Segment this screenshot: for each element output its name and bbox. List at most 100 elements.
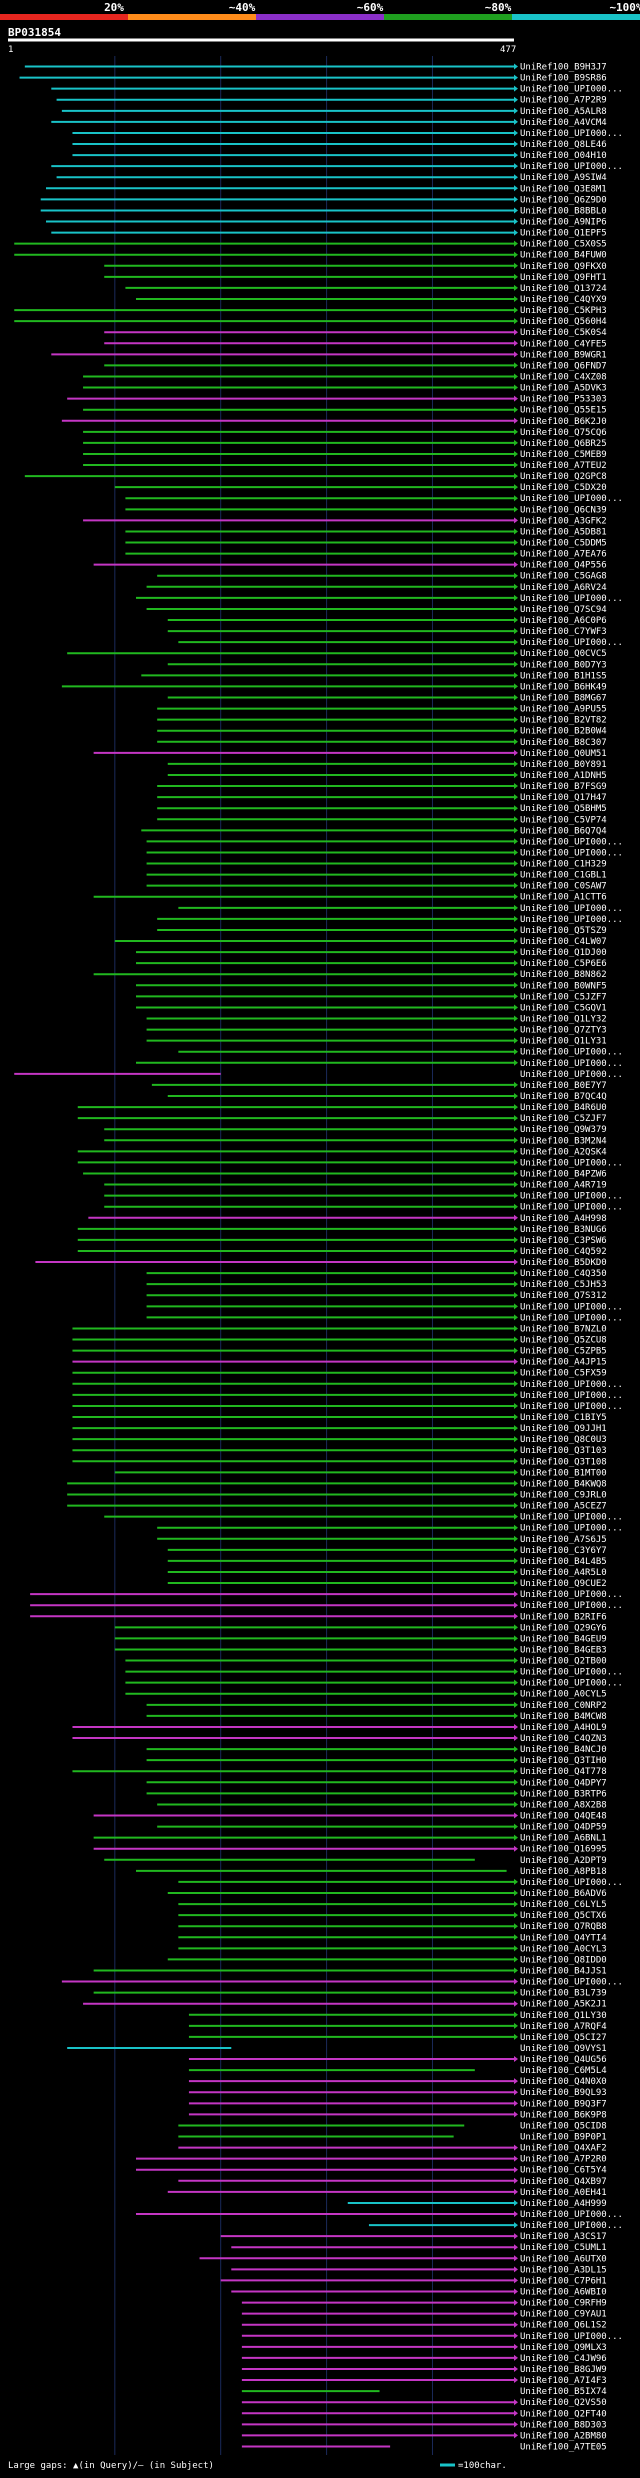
- hit-label[interactable]: UniRef100_C5ZPB5: [520, 1347, 607, 1357]
- hit-label[interactable]: UniRef100_A6UTX0: [520, 2254, 607, 2264]
- hit-label[interactable]: UniRef100_B8N862: [520, 970, 607, 980]
- hit-label[interactable]: UniRef100_B1MT00: [520, 1468, 607, 1478]
- hit-label[interactable]: UniRef100_C4Q592: [520, 1247, 607, 1257]
- hit-label[interactable]: UniRef100_UPI000...: [520, 1313, 623, 1323]
- hit-label[interactable]: UniRef100_A9NIP6: [520, 218, 607, 228]
- hit-label[interactable]: UniRef100_Q1LY30: [520, 2011, 607, 2021]
- hit-label[interactable]: UniRef100_UPI000...: [520, 85, 623, 95]
- hit-label[interactable]: UniRef100_Q4XB97: [520, 2177, 607, 2187]
- hit-label[interactable]: UniRef100_B1H1S5: [520, 671, 607, 681]
- hit-label[interactable]: UniRef100_Q9VYS1: [520, 2044, 607, 2054]
- hit-label[interactable]: UniRef100_B4KWQ8: [520, 1479, 607, 1489]
- hit-label[interactable]: UniRef100_B8D303: [520, 2420, 607, 2430]
- hit-label[interactable]: UniRef100_B9SR86: [520, 74, 607, 84]
- hit-label[interactable]: UniRef100_A4R5L0: [520, 1568, 607, 1578]
- hit-label[interactable]: UniRef100_B5IX74: [520, 2387, 607, 2397]
- hit-label[interactable]: UniRef100_UPI000...: [520, 904, 623, 914]
- hit-label[interactable]: UniRef100_A3GFK2: [520, 516, 607, 526]
- hit-label[interactable]: UniRef100_B6K9P8: [520, 2110, 607, 2120]
- hit-label[interactable]: UniRef100_Q55E15: [520, 406, 607, 416]
- hit-label[interactable]: UniRef100_C5UML1: [520, 2243, 607, 2253]
- hit-label[interactable]: UniRef100_B0D7Y3: [520, 660, 607, 670]
- hit-label[interactable]: UniRef100_B0E7Y7: [520, 1081, 607, 1091]
- hit-label[interactable]: UniRef100_B8MG67: [520, 693, 607, 703]
- hit-label[interactable]: UniRef100_A5DVK3: [520, 384, 607, 394]
- hit-label[interactable]: UniRef100_B8GJW9: [520, 2365, 607, 2375]
- hit-label[interactable]: UniRef100_C5VP74: [520, 815, 607, 825]
- hit-label[interactable]: UniRef100_UPI000...: [520, 1380, 623, 1390]
- hit-label[interactable]: UniRef100_C6T5Y4: [520, 2166, 607, 2176]
- hit-label[interactable]: UniRef100_UPI000...: [520, 915, 623, 925]
- hit-label[interactable]: UniRef100_C6LYL5: [520, 1900, 607, 1910]
- hit-label[interactable]: UniRef100_UPI000...: [520, 1590, 623, 1600]
- hit-label[interactable]: UniRef100_B7QC4Q: [520, 1092, 607, 1102]
- hit-label[interactable]: UniRef100_A4VCM4: [520, 118, 607, 128]
- hit-label[interactable]: UniRef100_UPI000...: [520, 1978, 623, 1988]
- hit-label[interactable]: UniRef100_B8C307: [520, 738, 607, 748]
- hit-label[interactable]: UniRef100_B6HK49: [520, 682, 607, 692]
- hit-label[interactable]: UniRef100_UPI000...: [520, 638, 623, 648]
- hit-label[interactable]: UniRef100_Q2GPC8: [520, 472, 607, 482]
- hit-label[interactable]: UniRef100_C6M5L4: [520, 2066, 607, 2076]
- hit-label[interactable]: UniRef100_Q6BR25: [520, 439, 607, 449]
- hit-label[interactable]: UniRef100_B4MCW8: [520, 1712, 607, 1722]
- hit-label[interactable]: UniRef100_Q2TB00: [520, 1657, 607, 1667]
- hit-label[interactable]: UniRef100_A6BNL1: [520, 1834, 607, 1844]
- hit-label[interactable]: UniRef100_C5DDM5: [520, 539, 607, 549]
- hit-label[interactable]: UniRef100_A5K2J1: [520, 2000, 607, 2010]
- hit-label[interactable]: UniRef100_B3M2N4: [520, 1136, 607, 1146]
- hit-label[interactable]: UniRef100_UPI000...: [520, 2221, 623, 2231]
- hit-label[interactable]: UniRef100_B4JJS1: [520, 1966, 607, 1976]
- hit-label[interactable]: UniRef100_A0CYL5: [520, 1690, 607, 1700]
- hit-label[interactable]: UniRef100_C5DX20: [520, 483, 607, 493]
- hit-label[interactable]: UniRef100_B9QL93: [520, 2088, 607, 2098]
- hit-label[interactable]: UniRef100_B4GEU9: [520, 1634, 607, 1644]
- hit-label[interactable]: UniRef100_Q3E8M1: [520, 184, 607, 194]
- hit-label[interactable]: UniRef100_Q4YTI4: [520, 1933, 607, 1943]
- hit-label[interactable]: UniRef100_Q9CUE2: [520, 1579, 607, 1589]
- hit-label[interactable]: UniRef100_C4XZ08: [520, 372, 607, 382]
- hit-label[interactable]: UniRef100_C0NRP2: [520, 1701, 607, 1711]
- hit-label[interactable]: UniRef100_A5CEZ7: [520, 1502, 607, 1512]
- hit-label[interactable]: UniRef100_A1DNH5: [520, 771, 607, 781]
- hit-label[interactable]: UniRef100_C7YWF3: [520, 627, 607, 637]
- hit-label[interactable]: UniRef100_UPI000...: [520, 1391, 623, 1401]
- hit-label[interactable]: UniRef100_A3DL15: [520, 2265, 607, 2275]
- hit-label[interactable]: UniRef100_B4PZW6: [520, 1169, 607, 1179]
- hit-label[interactable]: UniRef100_Q4N0X0: [520, 2077, 607, 2087]
- hit-label[interactable]: UniRef100_Q9FKX0: [520, 262, 607, 272]
- hit-label[interactable]: UniRef100_B2RIF6: [520, 1612, 607, 1622]
- hit-label[interactable]: UniRef100_A0CYL3: [520, 1944, 607, 1954]
- hit-label[interactable]: UniRef100_UPI000...: [520, 1059, 623, 1069]
- hit-label[interactable]: UniRef100_A2QSK4: [520, 1147, 607, 1157]
- hit-label[interactable]: UniRef100_Q4P556: [520, 561, 607, 571]
- hit-label[interactable]: UniRef100_UPI000...: [520, 1668, 623, 1678]
- hit-label[interactable]: UniRef100_UPI000...: [520, 1070, 623, 1080]
- hit-label[interactable]: UniRef100_Q6FND7: [520, 361, 607, 371]
- hit-label[interactable]: UniRef100_A2BM80: [520, 2431, 607, 2441]
- hit-label[interactable]: UniRef100_UPI000...: [520, 2332, 623, 2342]
- hit-label[interactable]: UniRef100_C5FX59: [520, 1369, 607, 1379]
- hit-label[interactable]: UniRef100_A7I4F3: [520, 2376, 607, 2386]
- hit-label[interactable]: UniRef100_C5GAG8: [520, 572, 607, 582]
- hit-label[interactable]: UniRef100_C5P6E6: [520, 959, 607, 969]
- hit-label[interactable]: UniRef100_Q4DP59: [520, 1823, 607, 1833]
- hit-label[interactable]: UniRef100_C1BIY5: [520, 1413, 607, 1423]
- hit-label[interactable]: UniRef100_A4H998: [520, 1214, 607, 1224]
- hit-label[interactable]: UniRef100_UPI000...: [520, 1402, 623, 1412]
- hit-label[interactable]: UniRef100_Q5CTX6: [520, 1911, 607, 1921]
- hit-label[interactable]: UniRef100_C9RFH9: [520, 2299, 607, 2309]
- hit-label[interactable]: UniRef100_UPI000...: [520, 129, 623, 139]
- hit-label[interactable]: UniRef100_B6Q7Q4: [520, 826, 607, 836]
- hit-label[interactable]: UniRef100_B3NUG6: [520, 1225, 607, 1235]
- hit-label[interactable]: UniRef100_Q4QE48: [520, 1812, 607, 1822]
- hit-label[interactable]: UniRef100_C5JZF7: [520, 992, 607, 1002]
- hit-label[interactable]: UniRef100_B4NCJ0: [520, 1745, 607, 1755]
- hit-label[interactable]: UniRef100_UPI000...: [520, 2210, 623, 2220]
- hit-label[interactable]: UniRef100_Q16995: [520, 1845, 607, 1855]
- hit-label[interactable]: UniRef100_A6RV24: [520, 583, 607, 593]
- hit-label[interactable]: UniRef100_UPI000...: [520, 1048, 623, 1058]
- hit-label[interactable]: UniRef100_B0WNF5: [520, 981, 607, 991]
- hit-label[interactable]: UniRef100_A6C0P6: [520, 616, 607, 626]
- hit-label[interactable]: UniRef100_C4Q350: [520, 1269, 607, 1279]
